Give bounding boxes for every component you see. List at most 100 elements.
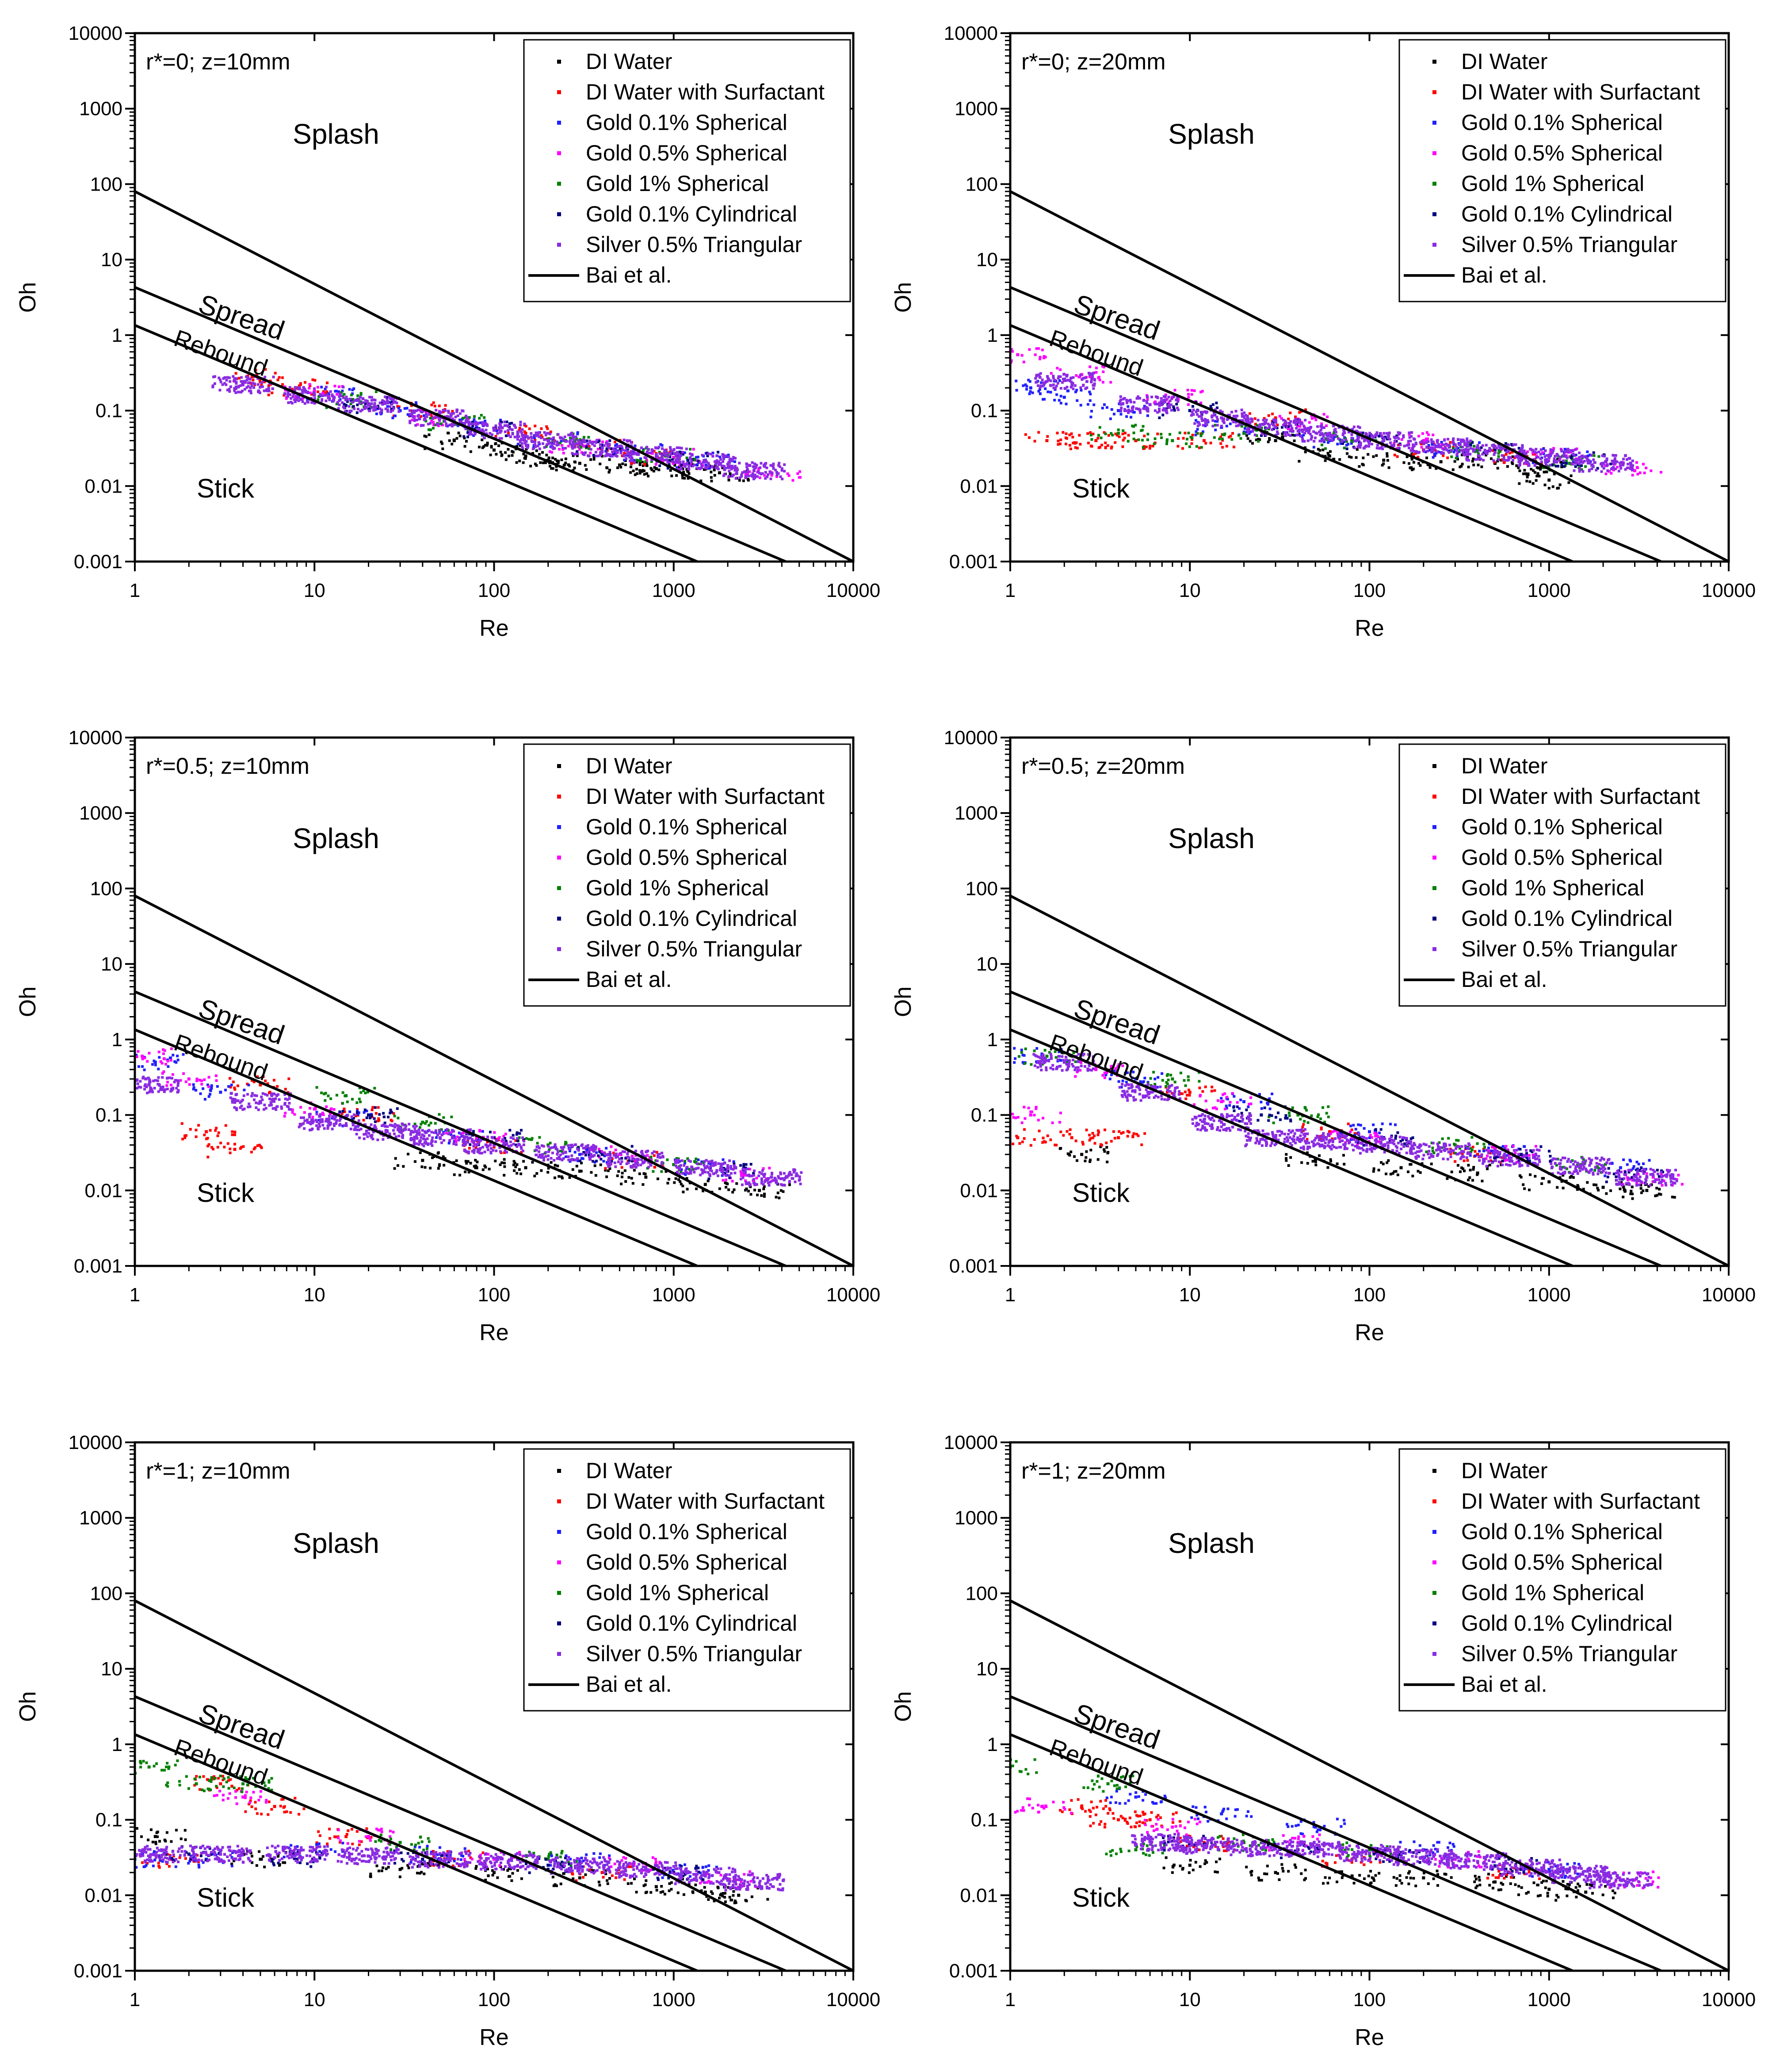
data-point [582,1157,584,1160]
data-point [746,468,749,471]
data-point [207,1086,210,1088]
data-point [516,1133,518,1136]
data-point [1037,431,1040,434]
data-point [572,441,574,443]
data-point [237,386,240,388]
data-point [354,399,356,402]
data-point [733,460,736,463]
data-point [1056,367,1058,370]
data-point [429,417,432,420]
data-point [447,432,450,435]
data-point [1447,438,1449,440]
data-point [647,448,649,451]
data-point [1279,415,1281,417]
data-point [1535,475,1538,478]
data-point [782,1190,784,1193]
data-point [1558,459,1561,462]
data-point [1079,443,1081,446]
data-point [682,460,684,463]
data-point [422,424,424,427]
data-point [1060,387,1062,390]
data-point [373,405,376,407]
data-point [1023,361,1025,363]
data-point [1075,374,1077,377]
data-point [1104,432,1107,435]
data-point [351,401,354,404]
data-point [740,474,743,476]
data-point [402,1165,405,1168]
data-point [1353,440,1356,442]
x-tick-label: 100 [1353,580,1386,601]
data-point [240,376,243,379]
data-point [423,435,426,437]
data-point [1452,442,1455,444]
data-point [1442,452,1445,455]
data-point [447,410,450,413]
data-point [241,1099,244,1101]
data-point [576,450,578,453]
data-point [1037,384,1039,387]
data-point [569,443,572,445]
data-point [1338,458,1341,461]
data-point [578,462,581,465]
data-point [717,451,719,454]
data-point [1543,484,1546,486]
data-point [1622,464,1624,466]
data-point [259,386,261,389]
data-point [338,1119,341,1122]
data-point [777,1192,779,1194]
data-point [1307,440,1310,442]
data-point [1119,400,1121,403]
data-point [1376,444,1379,447]
data-point [162,1070,165,1073]
data-point [1311,417,1314,420]
data-point [626,440,629,443]
data-point [1285,426,1288,428]
data-point [710,476,713,479]
data-point [1179,432,1181,434]
data-point [1388,466,1390,469]
data-point [597,1155,600,1157]
data-point [1070,432,1073,435]
data-point [511,428,514,431]
data-point [1157,397,1159,399]
data-point [665,458,668,461]
data-point [1055,393,1058,396]
data-point [727,455,730,458]
data-point [1218,438,1221,440]
data-point [1336,443,1339,445]
data-point [756,1194,759,1197]
data-point [1075,441,1077,444]
data-point [760,1194,763,1197]
data-point [483,1165,486,1167]
data-point [995,361,997,363]
data-point [1296,433,1299,436]
data-point [716,466,719,468]
data-point [1062,378,1065,380]
data-point [763,1195,766,1198]
y-tick-label: 1 [112,325,122,346]
data-point [713,469,716,471]
data-point [1060,402,1062,405]
data-point [1082,384,1085,387]
data-point [464,445,466,447]
data-point [1063,396,1066,399]
data-point [1477,464,1479,466]
data-point [1450,449,1453,451]
data-point [647,475,649,478]
data-point [1181,447,1184,450]
data-point [418,417,421,420]
data-point [1518,470,1521,472]
data-point [409,421,411,424]
data-point [1518,447,1520,450]
data-point [1450,455,1453,458]
data-point [1090,410,1093,413]
legend-entry-label: DI Water [1461,49,1547,74]
data-point [450,1116,453,1118]
data-point [419,1126,421,1129]
data-point [1301,430,1304,432]
data-point [394,1157,397,1160]
data-point [1133,401,1135,404]
data-point [512,1134,515,1137]
